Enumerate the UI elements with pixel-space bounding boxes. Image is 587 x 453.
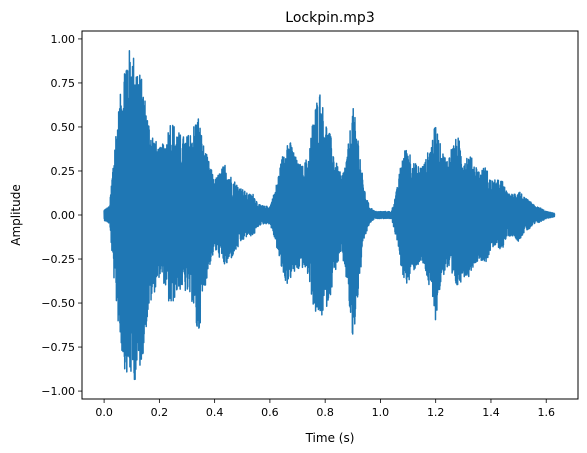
x-tick-label: 0.4 <box>206 406 224 419</box>
y-axis: 1.00 0.75 0.50 0.25 0.00 −0.25 −0.50 −0.75 −1.00 <box>41 33 82 398</box>
x-tick-label: 1.6 <box>537 406 555 419</box>
y-tick-label: 0.50 <box>51 121 76 134</box>
y-tick-label: 1.00 <box>51 33 76 46</box>
x-axis-label: Time (s) <box>305 431 355 445</box>
waveform-series-line <box>103 49 556 381</box>
series-layer <box>103 49 556 381</box>
x-tick-label: 1.0 <box>372 406 390 419</box>
y-tick-label: −0.50 <box>41 297 75 310</box>
x-tick-label: 0.2 <box>151 406 169 419</box>
y-tick-label: 0.00 <box>51 209 76 222</box>
y-tick-label: −1.00 <box>41 385 75 398</box>
y-axis-label: Amplitude <box>9 184 23 246</box>
x-tick-label: 0.6 <box>261 406 279 419</box>
x-tick-label: 0.8 <box>316 406 334 419</box>
y-tick-label: 0.75 <box>51 77 76 90</box>
x-tick-label: 1.2 <box>427 406 445 419</box>
chart-title: Lockpin.mp3 <box>285 10 374 26</box>
y-tick-label: −0.75 <box>41 341 75 354</box>
x-axis: 0.0 0.2 0.4 0.6 0.8 1.0 1.2 1.4 1.6 <box>95 399 555 419</box>
x-tick-label: 0.0 <box>95 406 113 419</box>
y-tick-label: −0.25 <box>41 253 75 266</box>
x-tick-label: 1.4 <box>482 406 500 419</box>
y-tick-label: 0.25 <box>51 165 76 178</box>
